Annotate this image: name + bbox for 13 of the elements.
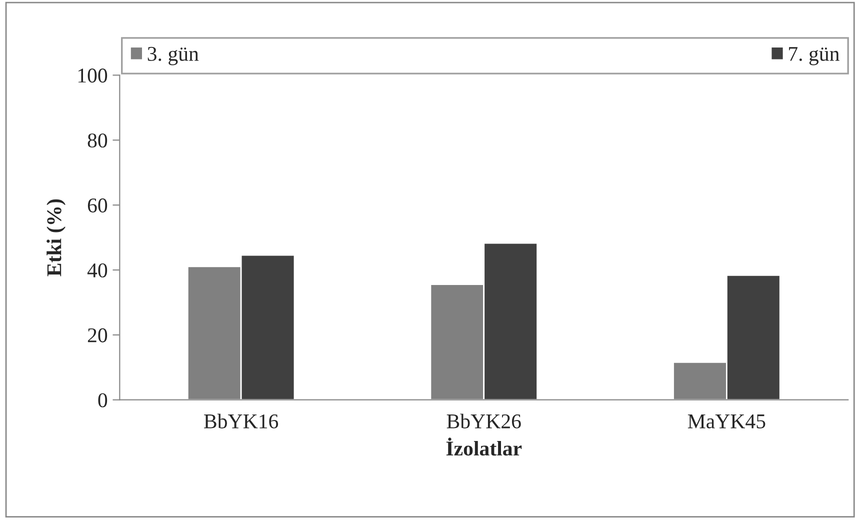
y-tick-label: 0 xyxy=(98,393,108,408)
legend-label: 3. gün xyxy=(148,46,199,66)
legend-label: 7. gün xyxy=(789,47,840,66)
y-axis-title: Etki (%) xyxy=(46,199,66,276)
x-tick-label: MaYK45 xyxy=(688,414,766,428)
x-tick-label: BbYK26 xyxy=(446,414,521,428)
x-axis-title: İzolatlar xyxy=(446,438,522,456)
y-tick-label: 80 xyxy=(88,133,108,148)
y-tick-label: 60 xyxy=(88,198,108,212)
y-tick-label: 20 xyxy=(88,328,108,342)
y-tick-label: 100 xyxy=(78,68,108,83)
y-tick-label: 40 xyxy=(87,263,108,278)
x-tick-label: BbYK16 xyxy=(204,414,278,428)
